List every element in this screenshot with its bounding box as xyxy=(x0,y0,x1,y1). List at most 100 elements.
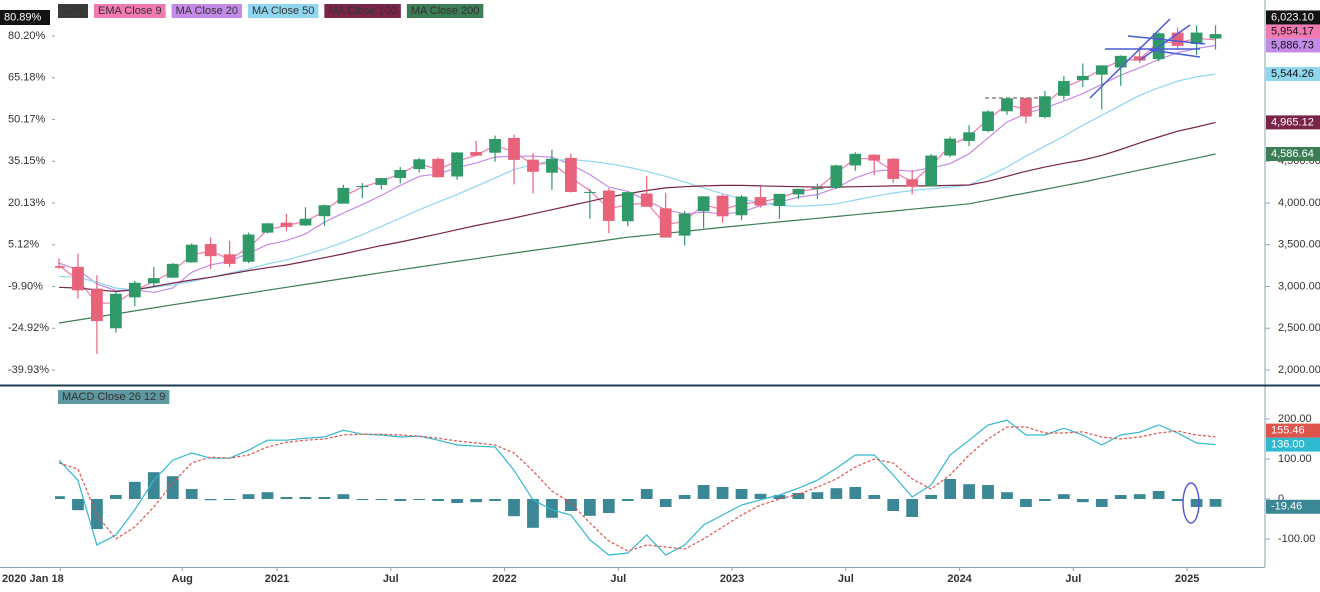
candle-body xyxy=(982,111,994,132)
histogram-bar xyxy=(55,496,65,499)
histogram-bar xyxy=(261,492,274,499)
last-value-label: 136.00 xyxy=(1271,439,1305,451)
histogram-bar xyxy=(147,472,160,499)
histogram-bar xyxy=(356,499,369,500)
candle-body xyxy=(356,185,369,188)
histogram-bar xyxy=(413,499,426,500)
legend-box xyxy=(58,390,170,404)
histogram-bar xyxy=(773,495,786,499)
legend-box xyxy=(406,4,484,18)
candle-body xyxy=(925,155,938,187)
histogram-bar xyxy=(508,499,520,517)
histogram-bar xyxy=(1039,499,1051,501)
histogram-bar xyxy=(602,499,615,513)
legend-box xyxy=(171,4,242,18)
histogram-bar xyxy=(1114,495,1127,499)
histogram-bar xyxy=(565,499,577,511)
last-value-box xyxy=(1266,67,1320,82)
histogram-bar xyxy=(204,499,217,501)
last-value-label: 5,954.17 xyxy=(1271,25,1314,37)
candle-body xyxy=(394,169,407,178)
y-tick-label: 3,500.00 xyxy=(1278,239,1320,251)
ma-line xyxy=(58,153,1216,324)
candle-body xyxy=(527,159,539,172)
legend-label: EMA Close 9 xyxy=(98,5,162,17)
histogram-bar xyxy=(72,499,84,511)
x-tick-label: 2023 xyxy=(720,573,744,585)
candle-body xyxy=(109,293,122,329)
candle-body xyxy=(280,222,293,227)
candle-body xyxy=(963,132,975,141)
histogram-bar xyxy=(811,492,824,499)
x-tick-label: 2021 xyxy=(265,573,289,585)
x-tick-label: 2020 Jan 18 xyxy=(2,573,64,585)
histogram-bar xyxy=(280,497,293,499)
candle-body xyxy=(830,165,843,188)
histogram-bar xyxy=(1152,491,1165,499)
candle-body xyxy=(470,152,482,156)
candle-body xyxy=(906,179,919,187)
candle-body xyxy=(1039,96,1051,118)
histogram-bar xyxy=(640,489,653,499)
candle-body xyxy=(242,234,255,262)
last-value-label: 155.46 xyxy=(1271,425,1305,437)
y-tick-label: -100.00 xyxy=(1278,533,1315,545)
histogram-bar xyxy=(432,499,445,501)
y-tick-label: 0 xyxy=(1278,493,1284,505)
y-tick-label: 4,000.00 xyxy=(1278,197,1320,209)
candle-body xyxy=(754,197,767,206)
candle-body xyxy=(678,213,691,236)
candle-body xyxy=(223,254,236,264)
x-tick-label: 2025 xyxy=(1175,573,1199,585)
legend-box xyxy=(247,4,319,18)
ma-line xyxy=(58,121,1216,293)
macd-panel xyxy=(55,419,1222,556)
histogram-bar xyxy=(109,495,122,499)
candle-body xyxy=(91,288,103,322)
candle-body xyxy=(128,282,141,298)
histogram-bar xyxy=(1020,499,1032,507)
histogram-bar xyxy=(1171,499,1184,501)
candle-body xyxy=(1209,34,1222,39)
candle-body xyxy=(735,196,748,216)
candle-body xyxy=(944,138,956,156)
histogram-bar xyxy=(185,489,198,499)
last-value-box xyxy=(1266,38,1320,53)
histogram-bar xyxy=(982,485,994,499)
histogram-bar xyxy=(451,499,464,503)
price-panel xyxy=(55,25,1222,354)
y-tick-label: 100.00 xyxy=(1278,453,1312,465)
legend-label: MA Close 50 xyxy=(252,5,314,17)
histogram-bar xyxy=(128,481,141,499)
histogram-bar xyxy=(735,489,748,499)
candle-body xyxy=(697,196,710,212)
x-tick-label: Jul xyxy=(383,573,399,585)
candle-body xyxy=(299,218,312,226)
candle-body xyxy=(166,263,179,278)
last-value-box xyxy=(1266,24,1320,39)
candle-body xyxy=(432,158,445,178)
drawings xyxy=(985,18,1206,99)
last-value-label: -19.46 xyxy=(1271,501,1302,513)
axes: 2,000.00 2,500.00 3,000.00 3,500.00 4,000.00… xyxy=(0,4,1320,585)
histogram-bar xyxy=(489,499,501,501)
x-tick-label: Jul xyxy=(838,573,854,585)
candle-body xyxy=(640,193,653,207)
candle-body xyxy=(413,159,426,170)
last-value-box xyxy=(1266,423,1320,438)
trend-line xyxy=(1149,49,1201,58)
x-tick-label: 2024 xyxy=(947,573,972,585)
y2-tick-label: 5.12% xyxy=(8,239,39,251)
trend-line xyxy=(1127,35,1206,45)
last-value-label: 4,965.12 xyxy=(1271,116,1314,128)
histogram-bar xyxy=(299,497,312,499)
legend-label: MA Close 100 xyxy=(328,5,396,17)
last-value-box xyxy=(1266,146,1320,161)
candle-body xyxy=(185,244,198,263)
legend-label: SPX xyxy=(62,5,85,17)
histogram-bar xyxy=(318,497,331,499)
last-value-label: 5,886.73 xyxy=(1271,39,1314,51)
histogram-bar xyxy=(659,499,672,507)
candle-body xyxy=(1133,56,1146,61)
